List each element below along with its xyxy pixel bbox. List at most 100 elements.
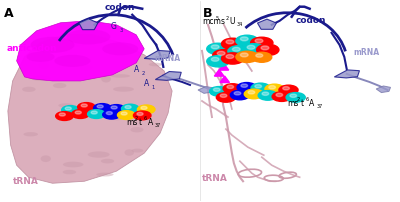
Circle shape bbox=[290, 94, 297, 97]
Text: 6: 6 bbox=[144, 116, 147, 121]
Circle shape bbox=[141, 106, 147, 109]
Polygon shape bbox=[8, 35, 172, 183]
Circle shape bbox=[227, 85, 234, 88]
Circle shape bbox=[226, 40, 234, 44]
Circle shape bbox=[65, 107, 71, 110]
Circle shape bbox=[232, 47, 240, 51]
Circle shape bbox=[138, 105, 155, 114]
Circle shape bbox=[97, 105, 103, 108]
Text: G: G bbox=[110, 22, 116, 31]
Polygon shape bbox=[79, 19, 98, 30]
Polygon shape bbox=[219, 64, 229, 70]
Circle shape bbox=[56, 112, 73, 120]
Ellipse shape bbox=[41, 155, 51, 162]
Circle shape bbox=[276, 93, 283, 97]
Circle shape bbox=[134, 111, 151, 120]
Circle shape bbox=[252, 52, 272, 62]
Circle shape bbox=[255, 85, 262, 88]
Circle shape bbox=[244, 89, 263, 99]
Circle shape bbox=[78, 103, 95, 112]
Text: 2: 2 bbox=[225, 16, 228, 21]
Ellipse shape bbox=[31, 76, 50, 81]
Text: A: A bbox=[309, 99, 314, 107]
Circle shape bbox=[255, 39, 263, 43]
Circle shape bbox=[121, 112, 127, 115]
Ellipse shape bbox=[149, 63, 162, 66]
Circle shape bbox=[88, 110, 105, 118]
Text: mRNA: mRNA bbox=[354, 48, 380, 57]
Circle shape bbox=[228, 46, 250, 57]
Ellipse shape bbox=[101, 159, 114, 163]
Polygon shape bbox=[155, 72, 181, 80]
Circle shape bbox=[265, 84, 284, 94]
Ellipse shape bbox=[53, 83, 66, 88]
Circle shape bbox=[251, 37, 273, 48]
Circle shape bbox=[217, 51, 225, 55]
Text: ms: ms bbox=[288, 99, 299, 107]
Polygon shape bbox=[334, 70, 360, 78]
Ellipse shape bbox=[112, 115, 123, 120]
Text: t: t bbox=[139, 118, 142, 127]
Circle shape bbox=[262, 92, 269, 95]
Circle shape bbox=[62, 106, 79, 115]
Circle shape bbox=[269, 86, 276, 89]
Ellipse shape bbox=[54, 55, 90, 67]
Circle shape bbox=[272, 92, 291, 101]
Circle shape bbox=[279, 85, 298, 95]
Text: t: t bbox=[300, 99, 304, 107]
Text: 2: 2 bbox=[296, 97, 300, 102]
Text: 6: 6 bbox=[305, 97, 308, 102]
Text: 5: 5 bbox=[216, 16, 219, 21]
Text: tRNA: tRNA bbox=[202, 174, 228, 183]
Ellipse shape bbox=[102, 42, 138, 55]
Ellipse shape bbox=[58, 103, 73, 108]
Circle shape bbox=[106, 112, 112, 115]
Text: codon: codon bbox=[104, 3, 135, 12]
Text: A: A bbox=[148, 118, 153, 127]
Circle shape bbox=[125, 105, 131, 109]
Circle shape bbox=[210, 86, 229, 96]
Text: A: A bbox=[4, 7, 14, 20]
Circle shape bbox=[283, 87, 290, 90]
Ellipse shape bbox=[111, 74, 130, 78]
Text: 37: 37 bbox=[155, 123, 161, 128]
Text: 2: 2 bbox=[135, 116, 138, 121]
Text: 1: 1 bbox=[151, 85, 155, 90]
Circle shape bbox=[213, 50, 235, 61]
Text: s: s bbox=[220, 17, 224, 26]
Polygon shape bbox=[220, 76, 230, 83]
Text: B: B bbox=[203, 7, 213, 20]
Circle shape bbox=[222, 53, 244, 64]
Text: A: A bbox=[144, 79, 150, 88]
Circle shape bbox=[108, 105, 125, 114]
Circle shape bbox=[75, 111, 81, 114]
Circle shape bbox=[248, 91, 255, 94]
Circle shape bbox=[137, 112, 143, 116]
Circle shape bbox=[241, 84, 248, 87]
Circle shape bbox=[257, 44, 279, 56]
Polygon shape bbox=[198, 86, 214, 93]
Ellipse shape bbox=[88, 151, 110, 158]
Polygon shape bbox=[258, 19, 276, 29]
Circle shape bbox=[261, 46, 269, 50]
Ellipse shape bbox=[121, 107, 137, 112]
Ellipse shape bbox=[30, 37, 74, 53]
Circle shape bbox=[59, 113, 65, 116]
Text: tRNA: tRNA bbox=[13, 177, 38, 186]
Ellipse shape bbox=[113, 87, 134, 92]
Ellipse shape bbox=[66, 29, 110, 44]
Circle shape bbox=[236, 51, 258, 62]
Text: codon: codon bbox=[296, 16, 326, 25]
Text: 2: 2 bbox=[142, 71, 145, 76]
Ellipse shape bbox=[100, 46, 111, 50]
Circle shape bbox=[256, 54, 263, 57]
Ellipse shape bbox=[22, 87, 36, 92]
Ellipse shape bbox=[101, 75, 111, 83]
Circle shape bbox=[216, 93, 236, 102]
Text: mRNA: mRNA bbox=[154, 54, 180, 63]
Text: anticodon: anticodon bbox=[6, 44, 57, 53]
Circle shape bbox=[222, 38, 244, 49]
Circle shape bbox=[234, 92, 241, 95]
Circle shape bbox=[286, 93, 305, 102]
Circle shape bbox=[223, 84, 242, 93]
